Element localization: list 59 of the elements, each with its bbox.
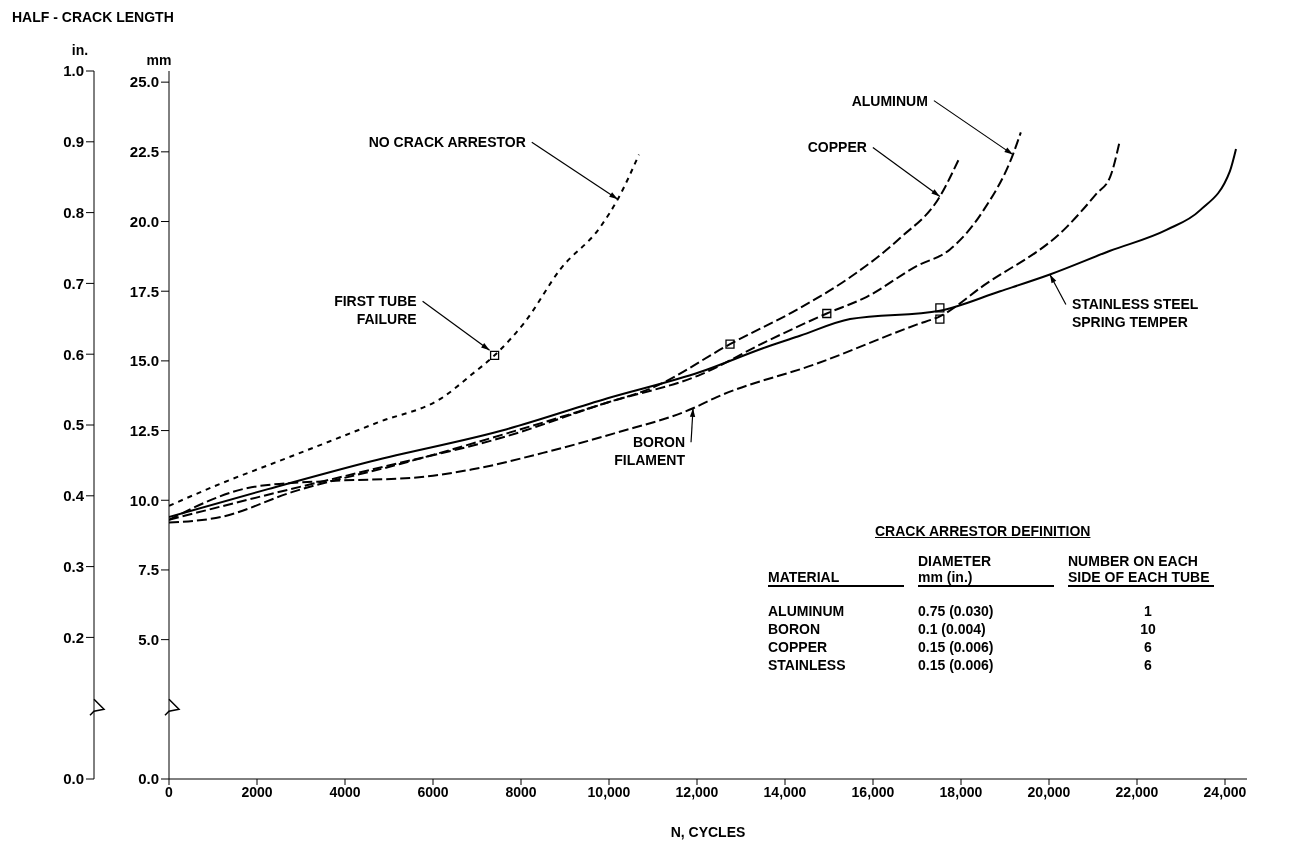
x-tick-label: 2000 xyxy=(241,783,273,800)
y-axis-title: mm xyxy=(146,52,172,68)
annotation: NUMBER ON EACH SIDE OF EACH TUBE xyxy=(1068,553,1214,587)
x-tick-label: 16,000 xyxy=(851,783,895,800)
x-tick-label: 10,000 xyxy=(587,783,631,800)
y2-tick-label: 0.8 xyxy=(63,203,84,221)
x-tick-label: 8000 xyxy=(505,783,537,800)
series-label: BORON FILAMENT xyxy=(614,434,686,469)
annotation: 0.15 (0.006) xyxy=(918,639,995,655)
annotation: STAINLESS xyxy=(768,657,847,673)
text: NO CRACK ARRESTOR xyxy=(368,134,526,151)
x-tick-label: 6000 xyxy=(417,783,449,800)
annotation: 0.75 (0.030) xyxy=(918,603,995,619)
y-tick-label: 0.0 xyxy=(138,770,159,788)
annotation: COPPER xyxy=(768,639,829,655)
x-tick-label: 18,000 xyxy=(939,783,983,800)
x-tick-label: 0 xyxy=(165,783,174,800)
annotation: 0.1 (0.004) xyxy=(918,621,987,637)
annotation: BORON xyxy=(768,621,822,637)
annotation: ALUMINUM xyxy=(768,603,846,619)
y-tick-label: 25.0 xyxy=(129,73,159,91)
y2-tick-label: 0.2 xyxy=(63,628,84,646)
annotation: 10 xyxy=(1139,621,1157,637)
text: STAINLESS STEEL SPRING TEMPER xyxy=(1071,296,1199,331)
annotation: 1 xyxy=(1143,603,1153,619)
x-tick-label: 22,000 xyxy=(1115,783,1159,800)
y-tick-label: 22.5 xyxy=(129,143,159,161)
y-tick-label: 17.5 xyxy=(129,282,159,300)
x-tick-label: 24,000 xyxy=(1203,783,1247,800)
x-axis-title: N, CYCLES xyxy=(670,824,746,840)
y2-tick-label: 0.7 xyxy=(63,274,84,292)
y2-tick-label: 0.5 xyxy=(63,416,84,434)
y2-tick-label: 0.4 xyxy=(63,487,85,505)
chart-title: HALF - CRACK LENGTH xyxy=(12,9,174,25)
x-tick-label: 14,000 xyxy=(763,783,807,800)
annotation: 6 xyxy=(1143,657,1153,673)
annotation: DIAMETER mm (in.) xyxy=(918,553,1054,587)
x-tick-label: 4000 xyxy=(329,783,361,800)
annotation: MATERIAL xyxy=(768,569,904,587)
text: COPPER xyxy=(807,139,867,156)
y2-tick-label: 1.0 xyxy=(63,62,84,80)
y-tick-label: 10.0 xyxy=(129,491,159,509)
x-tick-label: 12,000 xyxy=(675,783,719,800)
y2-tick-label: 0.0 xyxy=(63,770,84,788)
text: ALUMINUM xyxy=(851,92,928,109)
y2-tick-label: 0.3 xyxy=(63,557,84,575)
y2-axis-title: in. xyxy=(71,42,89,58)
x-tick-label: 20,000 xyxy=(1027,783,1071,800)
y2-tick-label: 0.9 xyxy=(63,133,84,151)
annotation: FIRST TUBE FAILURE xyxy=(334,293,417,328)
y-tick-label: 5.0 xyxy=(138,630,159,648)
y-tick-label: 15.0 xyxy=(129,352,159,370)
y-tick-label: 20.0 xyxy=(129,212,159,230)
annotation: 6 xyxy=(1143,639,1153,655)
annotation: CRACK ARRESTOR DEFINITION xyxy=(875,523,1092,539)
y2-tick-label: 0.6 xyxy=(63,345,84,363)
y-tick-label: 12.5 xyxy=(129,421,159,439)
annotation: 0.15 (0.006) xyxy=(918,657,995,673)
y-tick-label: 7.5 xyxy=(138,561,159,579)
